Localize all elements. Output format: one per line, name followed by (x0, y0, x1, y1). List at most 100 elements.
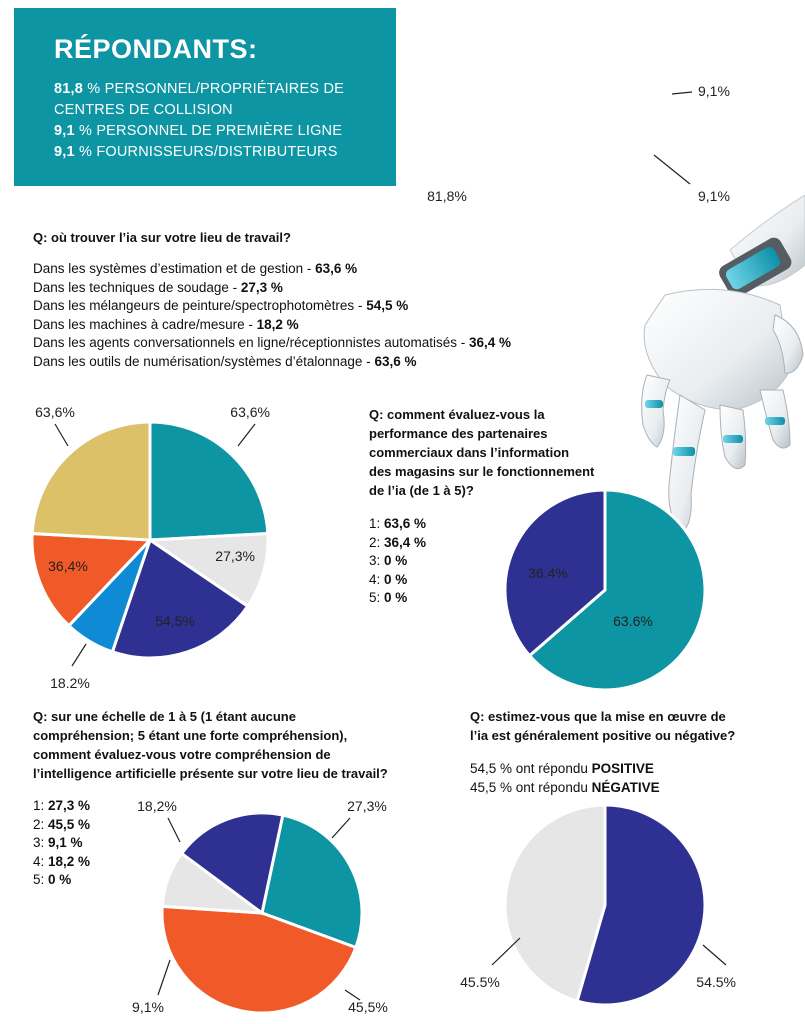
partner-performance-pie-chart: 63.6% 36.4% (503, 488, 707, 692)
q1-item-text: Dans les techniques de soudage - (33, 279, 241, 295)
respondents-line-2: CENTRES DE COLLISION (54, 100, 376, 121)
q3-item-value: 45,5 % (48, 816, 91, 832)
q4-answer-value: NÉGATIVE (591, 779, 660, 795)
q3-item-value: 0 % (48, 872, 72, 887)
q1-item-text: Dans les machines à cadre/mesure - (33, 316, 257, 332)
q3-item-label: 1: (33, 798, 49, 813)
pie-slice (160, 904, 358, 1015)
q4-answers: 54,5 % ont répondu POSITIVE 45,5 % ont r… (470, 760, 660, 797)
q2-item-value: 0 % (384, 590, 408, 605)
pie-slice (503, 803, 607, 1003)
pie-leader-line (653, 154, 691, 185)
q2-item: 1: 63,6 % (369, 515, 426, 534)
respondents-title: RÉPONDANTS: (54, 34, 258, 64)
q2-item-label: 1: (369, 516, 385, 531)
pie-slice (260, 813, 364, 950)
q3-item-label: 5: (33, 872, 49, 887)
pie-slice-label: 36.4% (528, 565, 568, 581)
q2-item-label: 2: (369, 534, 385, 550)
pie-slice-label: 54.5% (696, 974, 736, 990)
pie-slice-label: 54,5% (155, 613, 195, 629)
q1-item-value: 36,4 % (469, 335, 512, 350)
q2-item-value: 0 % (384, 553, 408, 568)
pie-slice (30, 531, 154, 628)
respondents-panel: RÉPONDANTS: 81,8 % PERSONNEL/PROPRIÉTAIR… (14, 8, 396, 186)
q3-item-value: 9,1 % (48, 835, 83, 850)
pie-leader-line (331, 817, 351, 839)
pie-slice (575, 803, 707, 1007)
q3-item: 3: 9,1 % (33, 834, 90, 853)
pie-leader-line (157, 959, 171, 996)
pie-slice-label: 18,2% (50, 675, 90, 688)
pie-slice-label: 36,4% (48, 558, 88, 574)
pie-slice-label: 9,1% (698, 188, 730, 204)
q3-question-line: l’intelligence artificielle présente sur… (33, 766, 388, 781)
q3-question-line: comment évaluez-vous votre compréhension… (33, 747, 331, 762)
q3-item: 2: 45,5 % (33, 816, 90, 835)
pie-slice-label: 63,6% (230, 404, 270, 420)
q3-item-value: 18,2 % (48, 853, 91, 869)
q4-question-line: l’ia est généralement positive ou négati… (470, 728, 736, 743)
pie-leader-line (702, 944, 727, 966)
q4-question-line: Q: estimez-vous que la mise en œuvre de (470, 709, 726, 724)
q1-item: Dans les outils de numérisation/systèmes… (33, 353, 511, 372)
pie-leader-line (491, 937, 521, 966)
pie-leader-line (237, 423, 256, 447)
respondents-line-3: 9,1 % PERSONNEL DE PREMIÈRE LIGNE (54, 121, 376, 142)
pie-slice-label: 63.6% (613, 613, 653, 629)
q1-item: Dans les techniques de soudage - 27,3 % (33, 279, 511, 298)
pie-slice-label: 81,8% (427, 188, 467, 204)
pie-slice-label: 27,3% (347, 798, 387, 814)
respondents-line-4: 9,1 % FOURNISSEURS/DISTRIBUTEURS (54, 142, 376, 163)
pie-slice-label: 27,3% (215, 548, 255, 564)
pie-leader-line (344, 989, 361, 1001)
q1-item-value: 63,6 % (374, 353, 417, 369)
respondents-pct-3: 9,1 (54, 123, 75, 139)
q1-item: Dans les machines à cadre/mesure - 18,2 … (33, 316, 511, 335)
q2-item: 2: 36,4 % (369, 534, 426, 553)
q1-item-value: 18,2 % (256, 316, 299, 332)
q1-item-text: Dans les agents conversationnels en lign… (33, 335, 469, 350)
pie-slice-label: 9,1% (132, 999, 164, 1015)
q3-list: 1: 27,3 % 2: 45,5 % 3: 9,1 % 4: 18,2 % 5… (33, 797, 90, 890)
q3-item-value: 27,3 % (48, 798, 91, 813)
respondents-pct-4: 9,1 (54, 144, 75, 160)
pie-leader-line (671, 91, 693, 95)
q2-question: Q: comment évaluez-vous la performance d… (369, 405, 594, 500)
q4-answer: 54,5 % ont répondu POSITIVE (470, 760, 660, 779)
q2-item: 3: 0 % (369, 552, 426, 571)
q2-question-line: commerciaux dans l’information (369, 445, 570, 460)
respondents-line-1: 81,8 % PERSONNEL/PROPRIÉTAIRES DE (54, 79, 376, 100)
q4-answer-text: 54,5 % ont répondu (470, 761, 592, 776)
respondents-pct-1: 81,8 (54, 81, 84, 97)
q2-question-line: des magasins sur le fonctionnement (369, 464, 595, 479)
q4-answer-text: 45,5 % ont répondu (470, 779, 592, 795)
respondents-text-2: CENTRES DE COLLISION (54, 102, 233, 118)
q3-item-label: 3: (33, 835, 49, 850)
q4-answer-value: POSITIVE (591, 761, 654, 776)
pie-slice (110, 537, 250, 660)
respondents-text-3: % PERSONNEL DE PREMIÈRE LIGNE (74, 123, 343, 139)
pie-slice-label: 63,6% (35, 404, 75, 420)
q1-item-value: 54,5 % (366, 298, 409, 313)
positive-negative-pie-chart: 54.5% 45.5% (460, 803, 736, 1007)
pie-slice (30, 420, 152, 542)
pie-slice (527, 488, 707, 692)
q4-answer: 45,5 % ont répondu NÉGATIVE (470, 779, 660, 798)
q3-item: 4: 18,2 % (33, 853, 90, 872)
q4-question: Q: estimez-vous que la mise en œuvre de … (470, 707, 735, 745)
q2-item-label: 4: (369, 571, 385, 587)
respondents-text-1: % PERSONNEL/PROPRIÉTAIRES DE (83, 81, 344, 97)
q1-item: Dans les systèmes d’estimation et de ges… (33, 260, 511, 279)
q2-question-line: performance des partenaires (369, 426, 548, 441)
q2-item-value: 0 % (384, 571, 408, 587)
q3-question-line: Q: sur une échelle de 1 à 5 (1 étant auc… (33, 709, 296, 724)
q3-question: Q: sur une échelle de 1 à 5 (1 étant auc… (33, 707, 388, 783)
pie-leader-line (71, 643, 87, 667)
pie-slice (179, 811, 285, 916)
q3-question-line: compréhension; 5 étant une forte compréh… (33, 728, 348, 743)
q2-item-label: 5: (369, 590, 385, 605)
q2-item-label: 3: (369, 553, 385, 568)
robot-hand-illustration (641, 195, 805, 534)
pie-slice-label: 18,2% (137, 798, 177, 814)
